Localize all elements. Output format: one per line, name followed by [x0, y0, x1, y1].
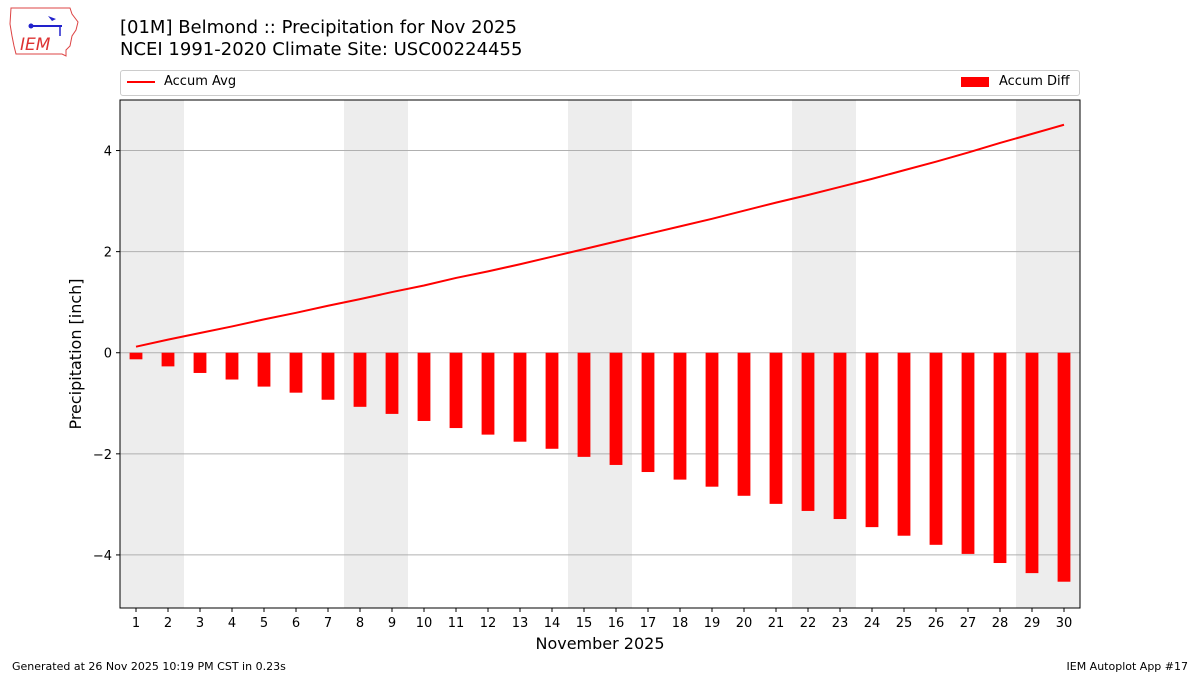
x-tick-label: 19 [704, 616, 721, 631]
app-credit: IEM Autoplot App #17 [1066, 660, 1189, 673]
y-tick-label: 0 [104, 347, 112, 362]
accum-diff-bar [417, 352, 431, 421]
y-tick-label: −4 [93, 549, 112, 564]
accum-diff-bar [513, 352, 527, 442]
x-tick-label: 15 [576, 616, 593, 631]
y-tick-label: 2 [104, 246, 112, 261]
x-tick-label: 23 [832, 616, 849, 631]
accum-diff-bar [801, 352, 815, 511]
accum-diff-bar [833, 352, 847, 520]
title-line-2: NCEI 1991-2020 Climate Site: USC00224455 [120, 39, 523, 60]
x-tick-label: 26 [928, 616, 945, 631]
accum-diff-bar [257, 352, 271, 387]
legend: Accum Avg Accum Diff [120, 70, 1080, 96]
y-tick-label: 4 [104, 145, 112, 160]
x-tick-label: 18 [672, 616, 689, 631]
accum-diff-bar [353, 352, 367, 407]
x-tick-label: 2 [164, 616, 172, 631]
accum-diff-bar [705, 352, 719, 487]
x-tick-label: 28 [992, 616, 1009, 631]
x-tick-label: 6 [292, 616, 300, 631]
accum-diff-bar [897, 352, 911, 536]
accum-diff-bar [129, 352, 143, 360]
x-tick-label: 16 [608, 616, 625, 631]
y-axis-label: Precipitation [inch] [66, 278, 85, 429]
legend-bar-swatch [961, 77, 989, 87]
x-tick-label: 29 [1024, 616, 1041, 631]
x-tick-label: 9 [388, 616, 396, 631]
accum-diff-bar [993, 352, 1007, 564]
x-tick-label: 7 [324, 616, 332, 631]
iem-logo: IEM [8, 6, 80, 62]
title-line-1: [01M] Belmond :: Precipitation for Nov 2… [120, 17, 517, 38]
accum-diff-bar [225, 352, 239, 380]
accum-diff-bar [481, 352, 495, 435]
x-tick-label: 11 [448, 616, 465, 631]
x-tick-label: 20 [736, 616, 753, 631]
x-tick-label: 4 [228, 616, 236, 631]
accum-diff-bar [961, 352, 975, 554]
accum-diff-bar [577, 352, 591, 457]
x-tick-label: 27 [960, 616, 977, 631]
x-tick-label: 17 [640, 616, 657, 631]
x-tick-label: 10 [416, 616, 433, 631]
accum-diff-bar [193, 352, 207, 373]
accum-diff-bar [769, 352, 783, 504]
accum-diff-bar [545, 352, 559, 449]
accum-diff-bar [321, 352, 335, 400]
generated-timestamp: Generated at 26 Nov 2025 10:19 PM CST in… [12, 660, 286, 673]
x-tick-label: 1 [132, 616, 140, 631]
accum-diff-bar [385, 352, 399, 414]
x-tick-label: 5 [260, 616, 268, 631]
svg-text:IEM: IEM [20, 35, 51, 55]
x-tick-label: 8 [356, 616, 364, 631]
x-tick-label: 25 [896, 616, 913, 631]
accum-diff-bar [737, 352, 751, 496]
legend-label-accum-diff: Accum Diff [999, 74, 1070, 89]
legend-label-accum-avg: Accum Avg [164, 74, 237, 89]
x-axis-label: November 2025 [535, 634, 664, 653]
x-tick-label: 12 [480, 616, 497, 631]
x-tick-label: 14 [544, 616, 561, 631]
x-tick-label: 3 [196, 616, 204, 631]
legend-line-swatch [127, 81, 155, 83]
accum-diff-bar [929, 352, 943, 545]
accum-avg-line [135, 123, 1065, 348]
x-tick-label: 30 [1056, 616, 1073, 631]
plot-frame [119, 99, 1081, 609]
x-tick-label: 24 [864, 616, 881, 631]
accum-diff-bar [673, 352, 687, 480]
accum-diff-bar [609, 352, 623, 465]
accum-diff-bar [865, 352, 879, 528]
y-tick-label: −2 [93, 448, 112, 463]
x-tick-label: 21 [768, 616, 785, 631]
accum-diff-bar [449, 352, 463, 429]
accum-diff-bar [289, 352, 303, 393]
x-tick-label: 13 [512, 616, 529, 631]
accum-diff-bar [1025, 352, 1039, 574]
x-tick-label: 22 [800, 616, 817, 631]
accum-diff-bar [1057, 352, 1071, 582]
chart-title: [01M] Belmond :: Precipitation for Nov 2… [120, 17, 522, 61]
accum-diff-bar [161, 352, 175, 367]
accum-diff-bar [641, 352, 655, 473]
